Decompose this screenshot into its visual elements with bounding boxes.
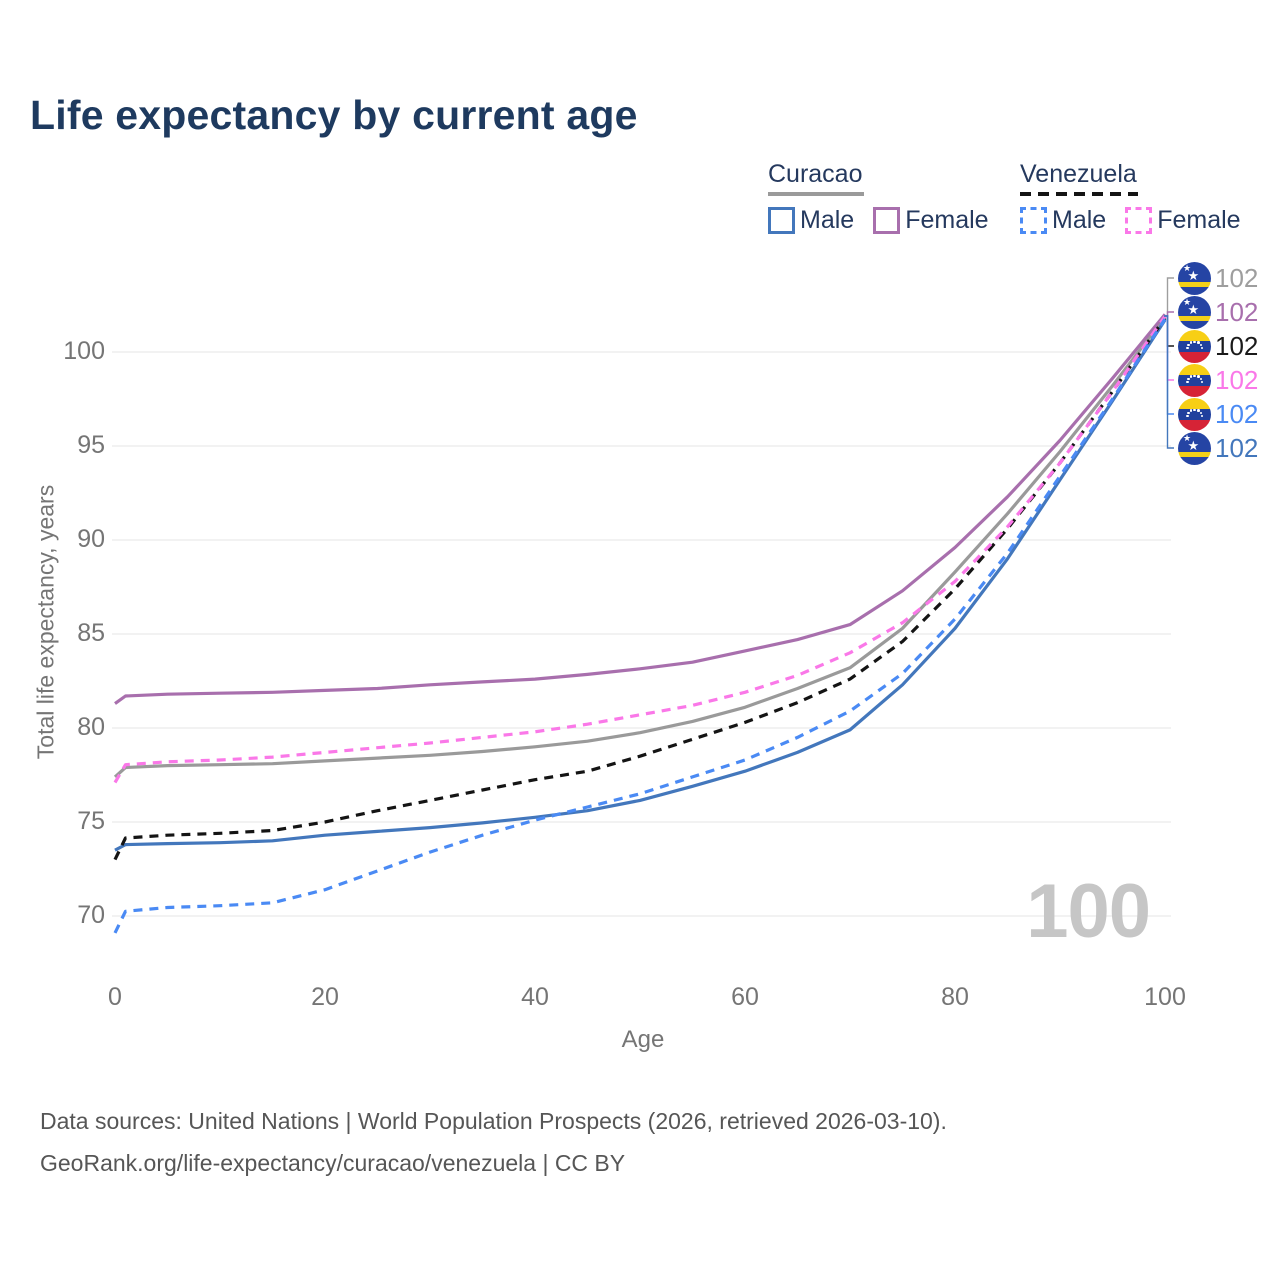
page-title: Life expectancy by current age bbox=[30, 92, 638, 138]
legend-item-venezuela-female[interactable]: Female bbox=[1125, 206, 1241, 234]
legend-group-curacao: Curacao Male Female bbox=[768, 160, 989, 234]
age-watermark: 100 bbox=[1026, 869, 1151, 954]
y-tick-label: 90 bbox=[77, 525, 105, 553]
male-dashed-swatch-icon bbox=[1020, 206, 1047, 234]
x-tick-label: 80 bbox=[941, 983, 969, 1011]
solid-line-swatch-icon bbox=[768, 192, 864, 196]
venezuela-flag-icon bbox=[1178, 397, 1211, 431]
legend-item-label: Female bbox=[905, 206, 989, 234]
y-axis-title: Total life expectancy, years bbox=[32, 484, 59, 760]
legend-item-venezuela-male[interactable]: Male bbox=[1020, 206, 1106, 234]
y-tick-label: 75 bbox=[77, 807, 105, 835]
y-tick-label: 95 bbox=[77, 431, 105, 459]
x-tick-label: 20 bbox=[311, 983, 339, 1011]
end-value-label: 102 bbox=[1215, 296, 1259, 327]
x-tick-label: 100 bbox=[1144, 983, 1186, 1011]
series-line-venezuela-female[interactable] bbox=[113, 315, 1167, 784]
y-tick-label: 85 bbox=[77, 619, 105, 647]
end-label-connector bbox=[1164, 277, 1174, 317]
end-value-label: 102 bbox=[1215, 432, 1259, 463]
end-value-label: 102 bbox=[1215, 364, 1259, 395]
end-value-label: 102 bbox=[1215, 330, 1259, 361]
line-chart bbox=[112, 277, 1174, 934]
end-value-label: 102 bbox=[1215, 262, 1259, 293]
x-tick-label: 60 bbox=[731, 983, 759, 1011]
curacao-flag-icon: ★ ★ bbox=[1178, 295, 1211, 329]
legend-country-label: Curacao bbox=[768, 160, 863, 188]
legend-item-label: Male bbox=[800, 206, 855, 234]
y-tick-label: 80 bbox=[77, 713, 105, 741]
footer-source-line: Data sources: United Nations | World Pop… bbox=[40, 1108, 947, 1134]
dashed-line-swatch-icon bbox=[1020, 192, 1138, 196]
legend-country-label: Venezuela bbox=[1020, 160, 1137, 188]
y-tick-label: 70 bbox=[77, 901, 105, 929]
series-line-curacao-male[interactable] bbox=[114, 319, 1167, 852]
series-line-venezuela-male[interactable] bbox=[113, 318, 1167, 934]
female-solid-swatch-icon bbox=[873, 206, 901, 234]
male-solid-swatch-icon bbox=[768, 206, 795, 234]
y-tick-label: 100 bbox=[63, 337, 105, 365]
curacao-flag-icon: ★ ★ bbox=[1178, 431, 1211, 465]
legend-item-label: Female bbox=[1157, 206, 1241, 234]
footer-credit-line: GeoRank.org/life-expectancy/curacao/vene… bbox=[40, 1150, 626, 1176]
x-axis-title: Age bbox=[621, 1026, 665, 1053]
legend-item-curacao-male[interactable]: Male bbox=[768, 206, 854, 234]
female-dashed-swatch-icon bbox=[1125, 206, 1153, 234]
series-line-curacao[interactable] bbox=[113, 316, 1167, 779]
end-label-connector bbox=[1164, 315, 1174, 381]
series-line-venezuela[interactable] bbox=[113, 317, 1167, 861]
x-tick-label: 0 bbox=[108, 983, 122, 1011]
end-label-connector bbox=[1164, 315, 1174, 449]
curacao-flag-icon: ★ ★ bbox=[1178, 261, 1211, 295]
end-label-connector bbox=[1164, 315, 1174, 415]
legend-item-label: Male bbox=[1052, 206, 1107, 234]
venezuela-flag-icon bbox=[1178, 363, 1211, 397]
legend-group-venezuela: Venezuela Male Female bbox=[1020, 160, 1241, 234]
end-value-label: 102 bbox=[1215, 398, 1259, 429]
venezuela-flag-icon bbox=[1178, 329, 1211, 363]
x-tick-label: 40 bbox=[521, 983, 549, 1011]
legend-item-curacao-female[interactable]: Female bbox=[873, 206, 989, 234]
series-line-curacao-female[interactable] bbox=[114, 313, 1167, 705]
